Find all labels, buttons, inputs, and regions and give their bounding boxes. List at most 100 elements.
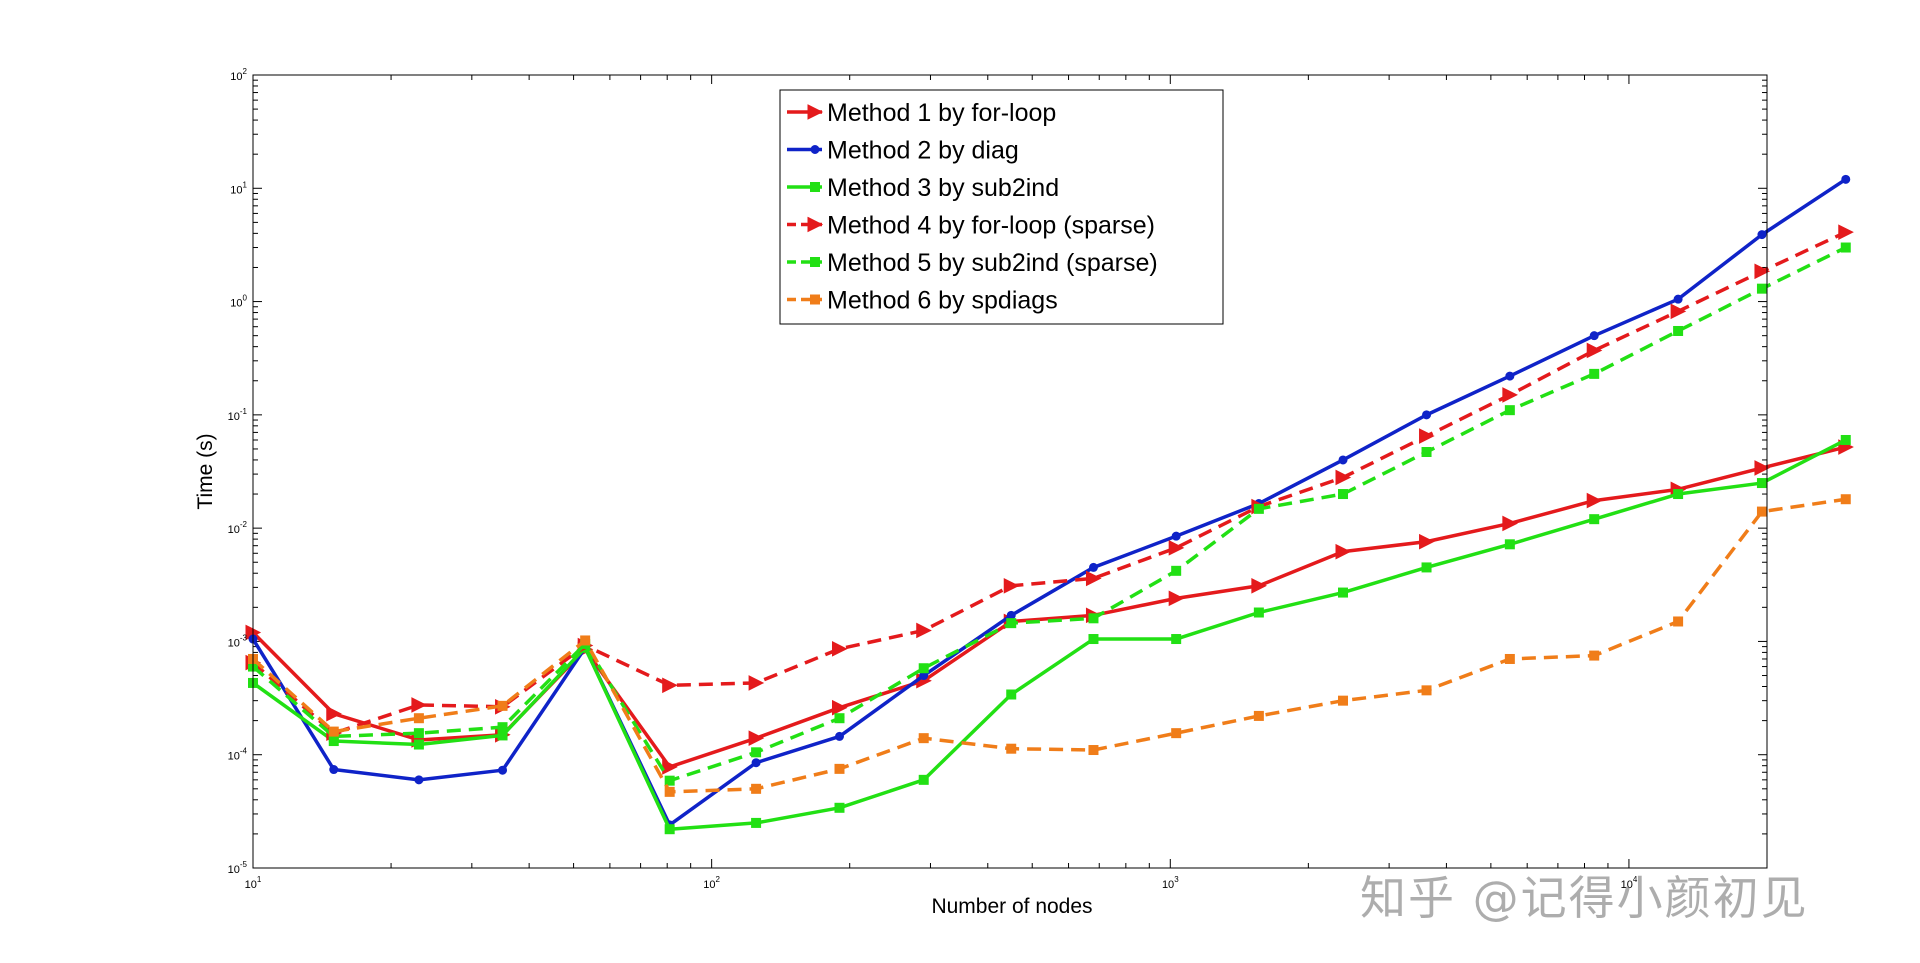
series-5-point — [918, 663, 929, 674]
series-5-point — [413, 728, 424, 739]
series-1-point — [831, 699, 848, 716]
x-axis-label: Number of nodes — [931, 895, 1092, 918]
series-2-point — [1006, 610, 1016, 620]
watermark: 知乎 @记得小颜初见 — [1360, 871, 1809, 925]
legend-label: Method 6 by spdiags — [827, 287, 1058, 315]
series-6-point — [1421, 685, 1432, 696]
legend-entry-2: Method 2 by diag — [787, 137, 1019, 165]
legend-swatch-marker — [810, 145, 820, 154]
series-4-point — [1586, 342, 1603, 359]
series-4-point — [1085, 570, 1102, 587]
series-6-point — [1006, 743, 1017, 754]
series-3-point — [1421, 562, 1432, 573]
series-1-point — [326, 705, 342, 722]
series-3-point — [1253, 607, 1264, 618]
series-1-point — [1168, 590, 1185, 607]
series-3 — [248, 434, 1851, 835]
series-layer — [245, 174, 1854, 835]
series-1-line — [251, 445, 1847, 769]
series-5-point — [1338, 489, 1349, 500]
tick-layer: 101 102 103 104 10-5 10-4 10-3 10-2 10-1 100 101 10… — [228, 67, 1638, 891]
series-2-point — [1505, 371, 1515, 381]
series-6-point — [751, 783, 762, 794]
series-4-point — [411, 697, 428, 713]
series-2-point — [1422, 410, 1432, 420]
series-6-point — [664, 786, 675, 797]
series-3-point — [1589, 514, 1600, 525]
series-6-point — [1756, 506, 1767, 517]
legend-label: Method 2 by diag — [827, 137, 1019, 165]
series-3-point — [664, 824, 675, 835]
series-4-point — [1419, 428, 1435, 444]
series-4-point — [748, 675, 765, 691]
series-6-point — [1171, 728, 1182, 739]
series-6-point — [834, 763, 845, 774]
series-2-point — [1088, 562, 1098, 572]
series-3-point — [1504, 539, 1515, 550]
series-5-point — [751, 747, 762, 758]
legend-label: Method 1 by for-loop — [827, 99, 1056, 127]
legend-label: Method 4 by for-loop (sparse) — [827, 212, 1155, 240]
series-6-point — [497, 700, 508, 711]
series-6-line — [251, 497, 1847, 794]
x-tick-label: 103 — [1162, 875, 1179, 891]
series-6-point — [1840, 494, 1851, 505]
y-tick-label: 101 — [230, 180, 247, 196]
series-5-point — [1756, 283, 1767, 294]
minor-ticks — [252, 74, 1768, 869]
series-6-point — [1504, 653, 1515, 664]
series-1-point — [1419, 533, 1435, 550]
series-3-point — [1171, 634, 1182, 645]
series-2-point — [1673, 294, 1683, 304]
series-2-point — [1171, 531, 1181, 541]
series-3-line — [251, 438, 1847, 831]
series-2-point — [1757, 230, 1767, 240]
series-2-point — [329, 765, 339, 775]
series-2-point — [414, 775, 424, 785]
series-6-point — [1253, 710, 1264, 721]
legend-entry-6: Method 6 by spdiags — [787, 287, 1058, 315]
legend-entry-5: Method 5 by sub2ind (sparse) — [787, 249, 1158, 277]
series-2-point — [751, 758, 761, 768]
legend-swatch-marker — [807, 104, 824, 120]
series-5-point — [1504, 405, 1515, 416]
series-3-point — [918, 774, 929, 785]
series-5-point — [1006, 618, 1017, 629]
series-6-point — [413, 713, 424, 724]
series-3-point — [751, 817, 762, 828]
x-tick-label: 102 — [703, 875, 720, 891]
series-4-point — [1670, 303, 1687, 320]
series-6 — [248, 494, 1851, 797]
legend-entry-1: Method 1 by for-loop — [787, 99, 1056, 127]
series-4-point — [1754, 263, 1771, 280]
series-5-point — [834, 713, 845, 724]
legend-entry-3: Method 3 by sub2ind — [787, 174, 1059, 202]
series-3-point — [1338, 587, 1349, 598]
series-5-point — [1088, 613, 1099, 624]
legend-label: Method 5 by sub2ind (sparse) — [827, 249, 1158, 277]
series-2-point — [1338, 455, 1348, 465]
series-3-point — [1088, 634, 1099, 645]
series-6-point — [1673, 616, 1684, 627]
series-2-point — [498, 765, 508, 775]
y-tick-label: 10-1 — [228, 407, 248, 423]
series-1-point — [1335, 543, 1352, 560]
series-6-point — [1589, 650, 1600, 661]
legend-box — [779, 89, 1224, 325]
y-tick-label: 10-3 — [228, 633, 248, 649]
series-6-point — [918, 733, 929, 744]
legend-entry-4: Method 4 by for-loop (sparse) — [787, 212, 1155, 240]
series-1-point — [1586, 492, 1603, 509]
series-3-point — [1673, 489, 1684, 500]
series-2-point — [834, 731, 844, 741]
series-3-point — [1840, 434, 1851, 445]
series-6-point — [1088, 745, 1099, 756]
series-3-point — [834, 802, 845, 813]
series-5-point — [497, 722, 508, 733]
series-1-point — [1251, 577, 1267, 594]
series-1-point — [1754, 460, 1771, 476]
series-4-point — [831, 641, 848, 657]
plot-frame — [252, 74, 1768, 869]
series-4-point — [662, 677, 678, 694]
